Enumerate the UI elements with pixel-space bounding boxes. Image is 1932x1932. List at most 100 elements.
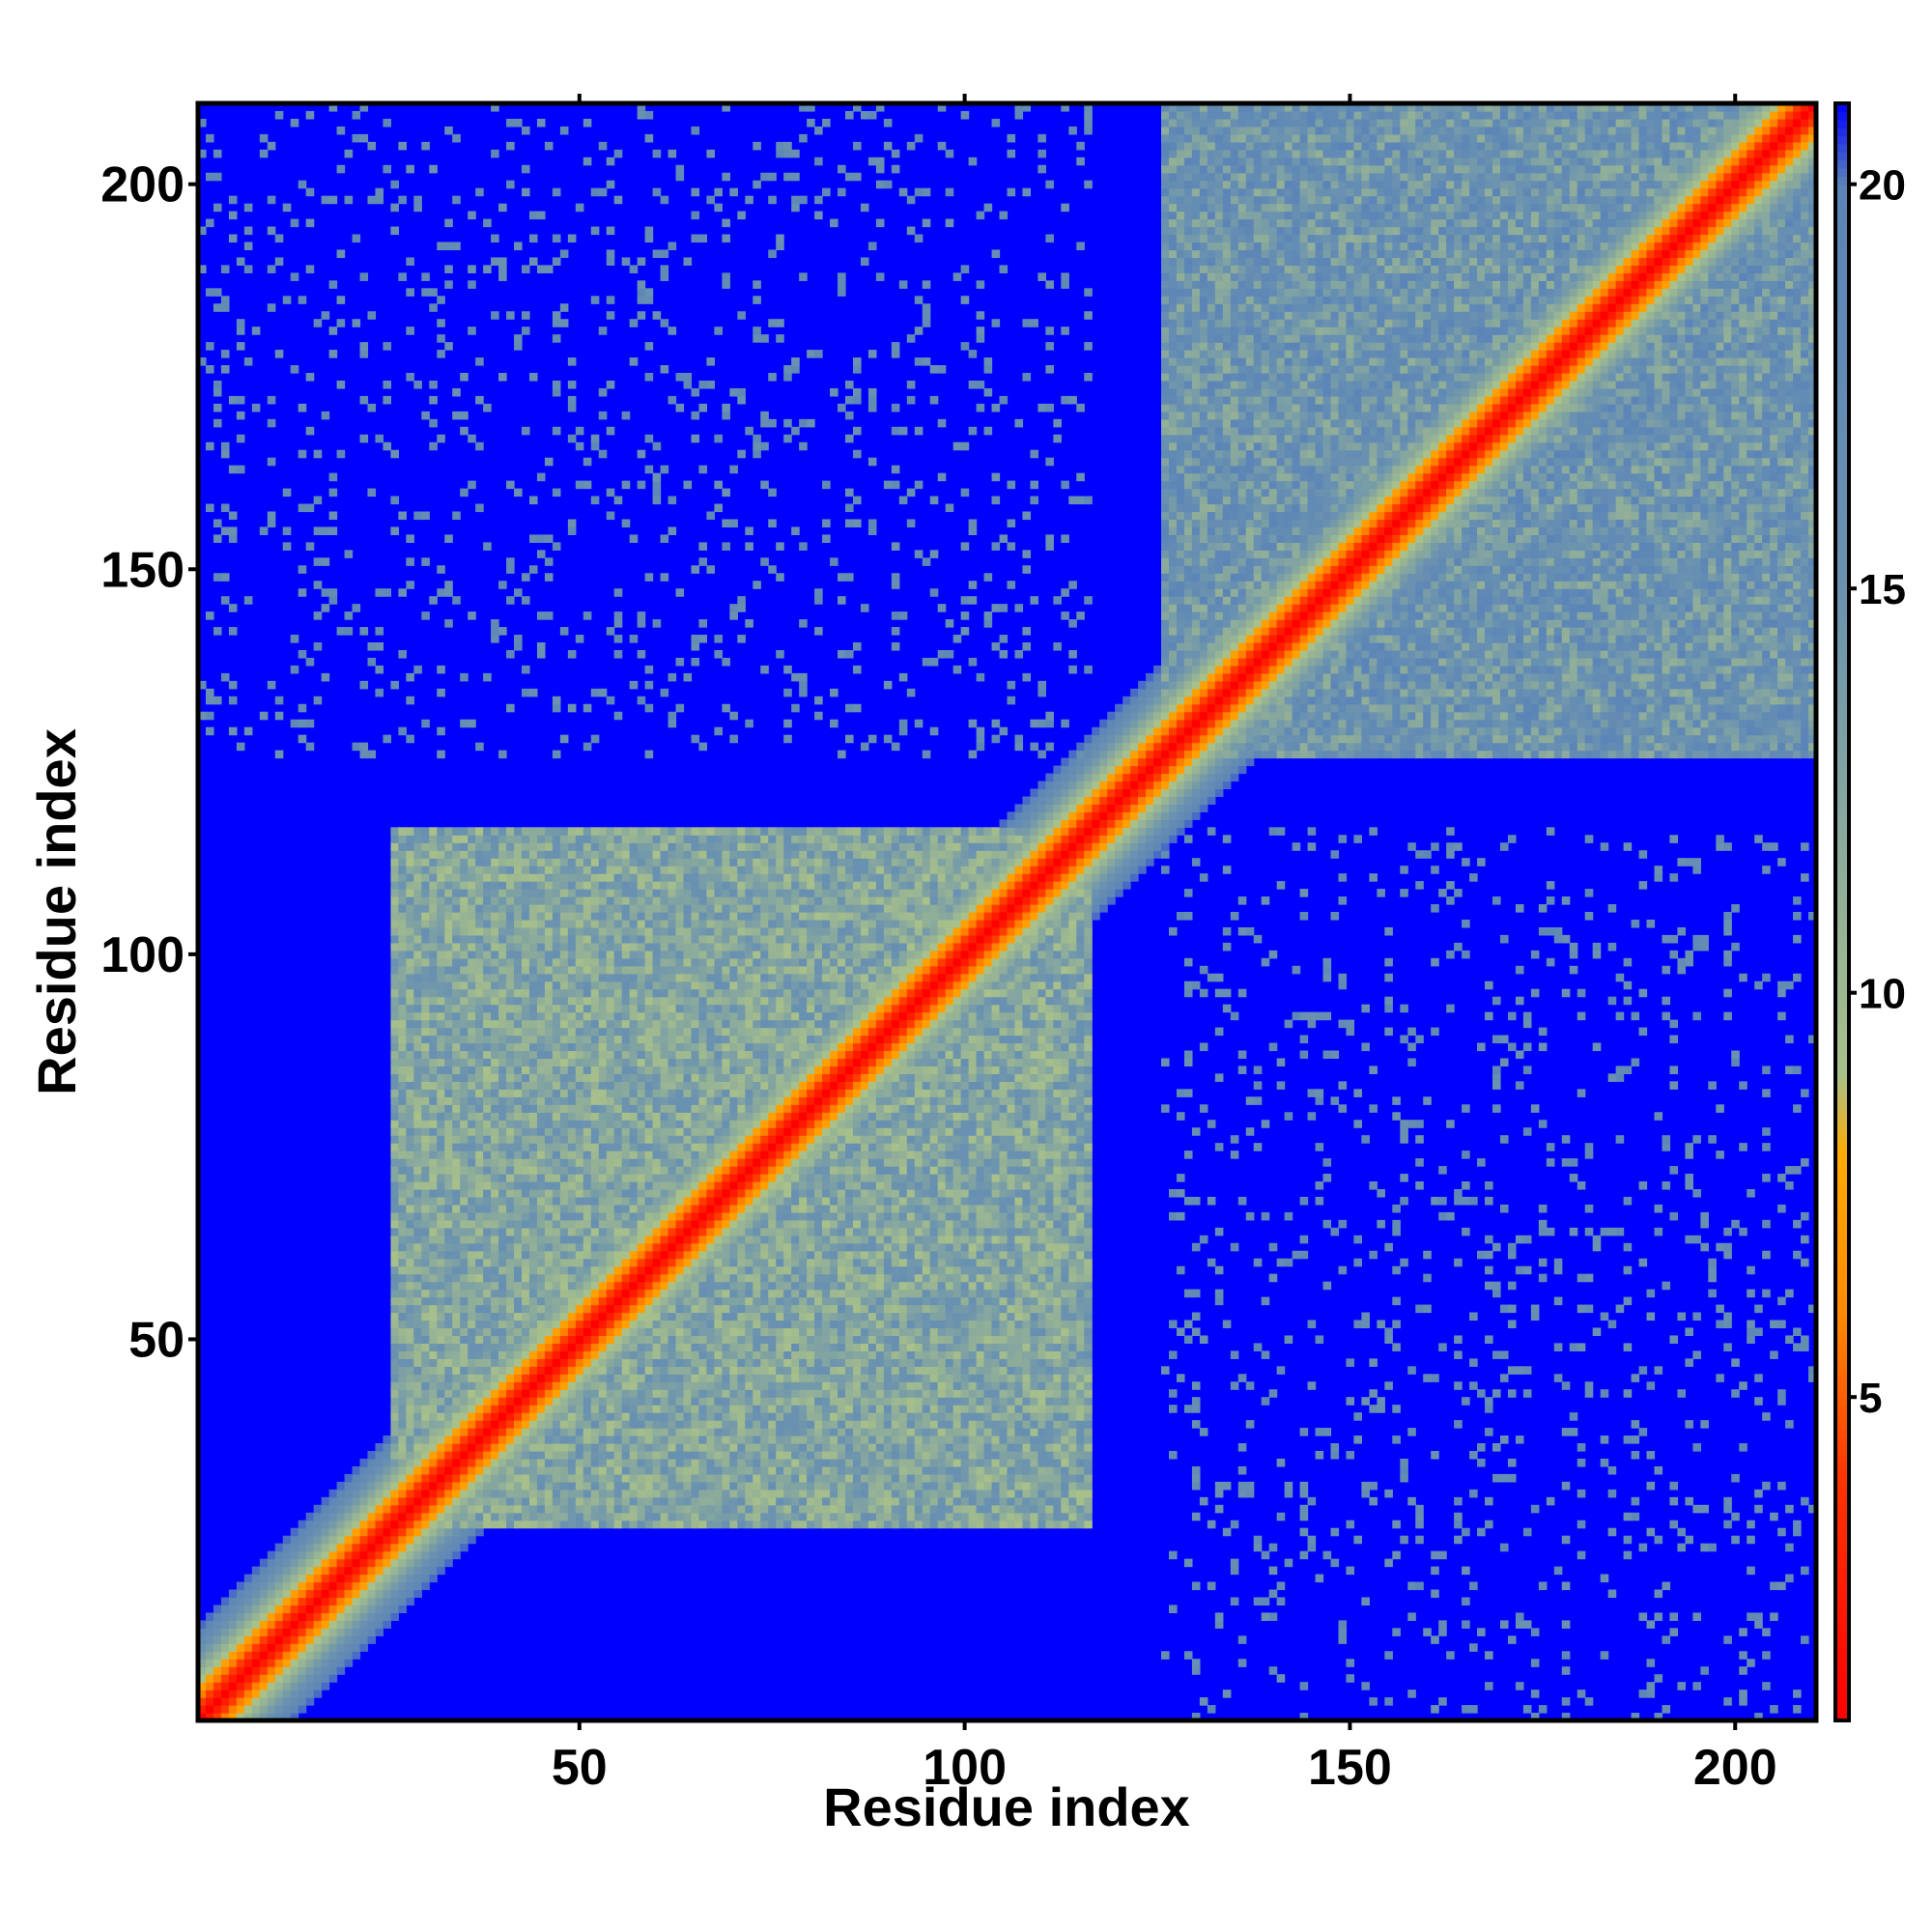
heatmap-cell [452, 1304, 461, 1314]
heatmap-cell [228, 1697, 238, 1706]
heatmap-cell [668, 858, 677, 867]
heatmap-cell [390, 1158, 399, 1167]
heatmap-cell [590, 942, 600, 952]
heatmap-cell [675, 1481, 685, 1491]
heatmap-cell [660, 1265, 669, 1275]
heatmap-cell [383, 588, 392, 597]
heatmap-cell [205, 611, 214, 620]
heatmap-cell [637, 1104, 646, 1113]
heatmap-cell [398, 195, 407, 205]
heatmap-cell [621, 1242, 631, 1252]
heatmap-cell [698, 842, 708, 851]
heatmap-cell [468, 934, 476, 944]
heatmap-cell [536, 1166, 546, 1175]
heatmap-cell [452, 1143, 461, 1151]
heatmap-cell [544, 1112, 554, 1121]
heatmap-cell [336, 1589, 346, 1599]
heatmap-cell [491, 1296, 499, 1306]
heatmap-cell [398, 1350, 407, 1359]
heatmap-cell [429, 1496, 438, 1506]
heatmap-cell [352, 1605, 361, 1613]
heatmap-cell [413, 889, 422, 897]
heatmap-cell [359, 1581, 369, 1591]
heatmap-cell [522, 980, 530, 990]
heatmap-cell [468, 719, 476, 728]
heatmap-cell [491, 1496, 499, 1506]
heatmap-cell [267, 1574, 276, 1583]
heatmap-cell [706, 1397, 716, 1406]
heatmap-cell [644, 1089, 654, 1097]
heatmap-cell [475, 1265, 484, 1275]
heatmap-cell [706, 1489, 716, 1498]
heatmap-cell [506, 1151, 515, 1159]
heatmap-cell [460, 896, 469, 905]
heatmap-cell [637, 950, 646, 959]
heatmap-cell [698, 835, 708, 843]
heatmap-cell [652, 1374, 662, 1382]
heatmap-cell [559, 1042, 569, 1052]
heatmap-cell [460, 411, 469, 420]
heatmap-cell [598, 1458, 608, 1467]
heatmap-cell [498, 1188, 507, 1198]
heatmap-cell [452, 1420, 461, 1429]
heatmap-cell [552, 1412, 561, 1421]
heatmap-cell [491, 904, 499, 913]
heatmap-cell [398, 1420, 407, 1429]
heatmap-cell [468, 996, 476, 1006]
heatmap-cell [398, 1496, 407, 1506]
heatmap-cell [228, 534, 238, 543]
heatmap-cell [668, 1011, 677, 1021]
heatmap-cell [390, 1242, 399, 1252]
heatmap-cell [336, 1535, 346, 1545]
heatmap-cell [528, 1050, 538, 1060]
heatmap-cell [313, 1651, 323, 1660]
heatmap-cell [514, 912, 523, 921]
heatmap-cell [582, 1250, 592, 1260]
heatmap-cell [460, 1335, 469, 1344]
heatmap-cell [590, 996, 600, 1006]
heatmap-cell [559, 896, 569, 905]
heatmap-cell [205, 1666, 214, 1675]
heatmap-cell [506, 1081, 515, 1090]
heatmap-cell [675, 1458, 685, 1467]
heatmap-cell [498, 1235, 507, 1244]
heatmap-cell [575, 1273, 584, 1283]
heatmap-cell [552, 904, 561, 913]
heatmap-cell [582, 896, 592, 905]
heatmap-cell [660, 1381, 669, 1390]
heatmap-cell [637, 1435, 646, 1444]
heatmap-cell [498, 1405, 507, 1413]
heatmap-cell [398, 1227, 407, 1236]
heatmap-cell [567, 1004, 577, 1013]
heatmap-cell [460, 1089, 469, 1097]
heatmap-cell [668, 1458, 677, 1467]
heatmap-cell [629, 1135, 639, 1144]
heatmap-cell [213, 288, 222, 297]
heatmap-cell [468, 327, 476, 335]
heatmap-cell [675, 1081, 685, 1090]
heatmap-cell [506, 950, 515, 959]
heatmap-cell [652, 1435, 662, 1444]
heatmap-cell [691, 942, 700, 952]
heatmap-cell [421, 1058, 430, 1067]
heatmap-cell [698, 926, 708, 936]
heatmap-cell [652, 1473, 662, 1483]
heatmap-cell [652, 187, 662, 197]
heatmap-cell [444, 1366, 453, 1375]
heatmap-cell [598, 1520, 608, 1529]
heatmap-cell [413, 980, 422, 990]
heatmap-cell [290, 1620, 299, 1629]
heatmap-cell [352, 1489, 361, 1498]
heatmap-cell [552, 1081, 561, 1090]
heatmap-cell [406, 1211, 414, 1221]
heatmap-cell [621, 1151, 631, 1159]
heatmap-cell [444, 1465, 453, 1475]
heatmap-cell [559, 303, 569, 312]
heatmap-cell [613, 1389, 623, 1398]
heatmap-cell [429, 1327, 438, 1337]
heatmap-cell [544, 1358, 554, 1367]
heatmap-cell [421, 1120, 430, 1128]
heatmap-cell [575, 926, 584, 936]
heatmap-cell [691, 1081, 700, 1090]
heatmap-cell [598, 881, 608, 890]
